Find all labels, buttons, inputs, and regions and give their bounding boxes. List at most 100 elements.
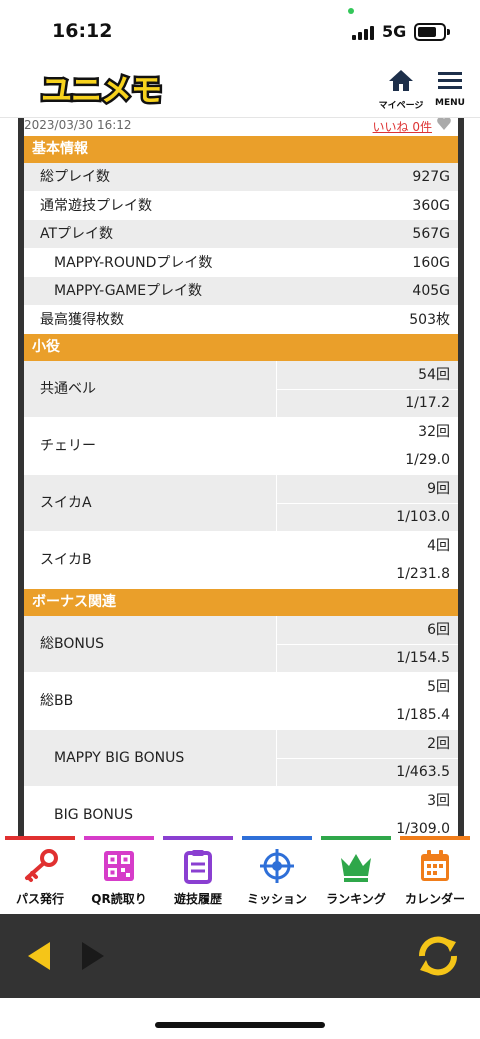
stat-row: MAPPY-GAMEプレイ数 405G bbox=[24, 277, 458, 306]
menu-label: MENU bbox=[435, 98, 465, 108]
koyaku-count: 32回 bbox=[418, 424, 450, 440]
koyaku-label: チェリー bbox=[40, 438, 96, 454]
stat-label: MAPPY-GAMEプレイ数 bbox=[54, 283, 203, 299]
stat-value: 405G bbox=[412, 283, 450, 299]
nav-label: QR読取り bbox=[91, 892, 147, 906]
home-indicator[interactable] bbox=[155, 1022, 325, 1028]
reload-icon[interactable] bbox=[414, 932, 462, 980]
record-meta: 2023/03/30 16:12 いいね 0件 bbox=[24, 118, 458, 136]
clipboard-icon bbox=[184, 850, 212, 884]
nav-color-bar bbox=[84, 836, 154, 840]
koyaku-label: スイカB bbox=[40, 552, 92, 568]
nav-mission[interactable]: ミッション bbox=[239, 836, 315, 914]
stat-value: 927G bbox=[412, 169, 450, 185]
koyaku-row: スイカB 4回 1/231.8 bbox=[24, 532, 458, 589]
key-icon bbox=[25, 849, 58, 882]
koyaku-row: チェリー 32回 1/29.0 bbox=[24, 418, 458, 475]
target-icon bbox=[260, 849, 294, 883]
nav-color-bar bbox=[163, 836, 233, 840]
koyaku-rate: 1/17.2 bbox=[405, 395, 450, 411]
bonus-count: 2回 bbox=[427, 736, 450, 752]
mypage-button[interactable]: マイページ bbox=[377, 68, 425, 114]
status-bar: 16:12 5G bbox=[0, 0, 480, 60]
nav-play-history[interactable]: 遊技履歴 bbox=[160, 836, 236, 914]
nav-color-bar bbox=[400, 836, 470, 840]
bonus-count: 3回 bbox=[427, 793, 450, 809]
mypage-label: マイページ bbox=[378, 101, 424, 111]
nav-pass-issue[interactable]: パス発行 bbox=[2, 836, 78, 914]
bonus-count: 5回 bbox=[427, 679, 450, 695]
stat-value: 160G bbox=[412, 254, 450, 271]
nav-color-bar bbox=[242, 836, 312, 840]
nav-qr-read[interactable]: QR読取り bbox=[81, 836, 157, 914]
bonus-count: 6回 bbox=[427, 622, 450, 638]
record-panel: 2023/03/30 16:12 いいね 0件 基本情報 総プレイ数 927G 通… bbox=[24, 118, 458, 836]
stat-row: 総プレイ数 927G bbox=[24, 163, 458, 192]
stat-row: MAPPY-ROUNDプレイ数 160G bbox=[24, 249, 458, 277]
home-indicator-area bbox=[0, 998, 480, 1039]
status-time: 16:12 bbox=[52, 20, 113, 42]
crown-icon bbox=[341, 854, 371, 882]
bonus-row: 総BB 5回 1/185.4 bbox=[24, 673, 458, 730]
bonus-label: 総BB bbox=[40, 693, 74, 709]
nav-label: カレンダー bbox=[404, 892, 465, 906]
nav-label: 遊技履歴 bbox=[173, 892, 222, 906]
network-label: 5G bbox=[382, 22, 407, 41]
bonus-label: BIG BONUS bbox=[54, 807, 134, 823]
privacy-indicator-dot bbox=[348, 8, 354, 14]
bonus-rate: 1/309.0 bbox=[396, 821, 450, 836]
stat-row: ATプレイ数 567G bbox=[24, 220, 458, 249]
koyaku-rate: 1/231.8 bbox=[396, 566, 450, 582]
site-logo[interactable]: ユニメモ bbox=[24, 70, 178, 112]
koyaku-row: スイカA 9回 1/103.0 bbox=[24, 475, 458, 532]
koyaku-label: 共通ベル bbox=[40, 381, 96, 397]
signal-icon bbox=[352, 24, 376, 40]
like-link[interactable]: いいね 0件 bbox=[372, 120, 432, 134]
section-koyaku: 小役 bbox=[24, 334, 458, 361]
bonus-row: BIG BONUS 3回 1/309.0 bbox=[24, 787, 458, 836]
content-frame: 2023/03/30 16:12 いいね 0件 基本情報 総プレイ数 927G 通… bbox=[18, 118, 464, 836]
stat-value: 503枚 bbox=[409, 311, 450, 328]
koyaku-count: 4回 bbox=[427, 538, 450, 554]
heart-icon[interactable] bbox=[436, 118, 452, 132]
record-date: 2023/03/30 16:12 bbox=[24, 118, 132, 132]
forward-arrow-icon[interactable] bbox=[78, 940, 108, 972]
bonus-rate: 1/463.5 bbox=[396, 764, 450, 780]
stat-value: 567G bbox=[412, 226, 450, 242]
stat-value: 360G bbox=[412, 197, 450, 214]
koyaku-count: 9回 bbox=[427, 481, 450, 497]
koyaku-row: 共通ベル 54回 1/17.2 bbox=[24, 361, 458, 418]
bottom-nav: パス発行 QR読取り 遊技履歴 ミッション bbox=[0, 836, 480, 914]
battery-icon bbox=[414, 23, 446, 41]
koyaku-rate: 1/29.0 bbox=[405, 452, 450, 468]
bonus-rate: 1/185.4 bbox=[396, 707, 450, 723]
nav-color-bar bbox=[321, 836, 391, 840]
bonus-row: 総BONUS 6回 1/154.5 bbox=[24, 616, 458, 673]
back-arrow-icon[interactable] bbox=[24, 940, 54, 972]
stat-label: MAPPY-ROUNDプレイ数 bbox=[54, 254, 213, 271]
browser-toolbar bbox=[0, 914, 480, 998]
home-icon bbox=[389, 70, 413, 91]
logo-text: ユニメモ bbox=[41, 73, 161, 108]
bonus-rate: 1/154.5 bbox=[396, 650, 450, 666]
nav-color-bar bbox=[5, 836, 75, 840]
bonus-label: MAPPY BIG BONUS bbox=[54, 750, 185, 766]
koyaku-label: スイカA bbox=[40, 495, 92, 511]
stat-label: 通常遊技プレイ数 bbox=[40, 197, 152, 214]
stat-row: 通常遊技プレイ数 360G bbox=[24, 192, 458, 220]
nav-calendar[interactable]: カレンダー bbox=[397, 836, 473, 914]
nav-label: パス発行 bbox=[15, 892, 64, 906]
section-bonus: ボーナス関連 bbox=[24, 589, 458, 616]
site-header: ユニメモ マイページ MENU bbox=[0, 60, 480, 118]
section-basic-info: 基本情報 bbox=[24, 136, 458, 163]
koyaku-rate: 1/103.0 bbox=[396, 509, 450, 525]
bonus-label: 総BONUS bbox=[40, 636, 104, 652]
hamburger-icon bbox=[438, 72, 462, 89]
stat-row: 最高獲得枚数 503枚 bbox=[24, 306, 458, 334]
stat-label: 総プレイ数 bbox=[40, 169, 110, 185]
menu-button[interactable]: MENU bbox=[426, 68, 474, 114]
nav-ranking[interactable]: ランキング bbox=[318, 836, 394, 914]
nav-label: ランキング bbox=[326, 892, 386, 906]
nav-label: ミッション bbox=[246, 892, 307, 906]
bonus-row: MAPPY BIG BONUS 2回 1/463.5 bbox=[24, 730, 458, 787]
